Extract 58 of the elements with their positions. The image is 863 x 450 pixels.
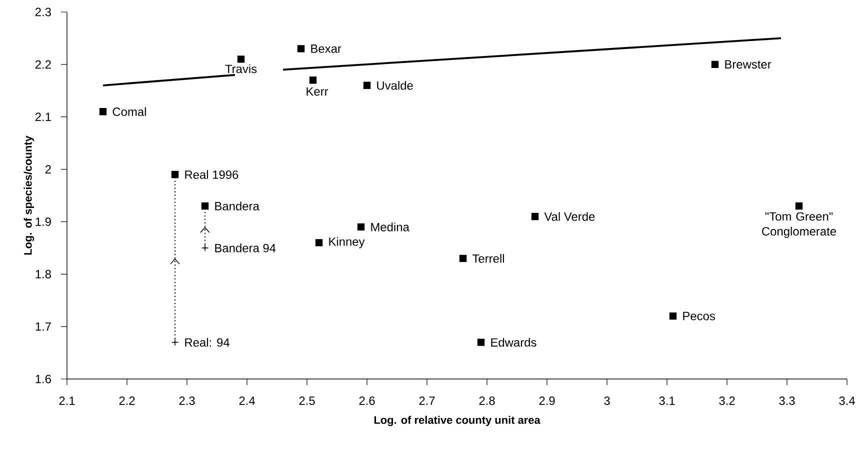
annotation: Terrell (472, 254, 504, 263)
point (309, 76, 317, 84)
x-tick-label: 3.4 (839, 396, 855, 405)
x-tick-label: 3 (604, 396, 610, 405)
annotation: Brewster (725, 60, 772, 69)
y-tick-label: 2 (45, 165, 51, 174)
annotation: Real: 94 (185, 338, 230, 347)
x-axis-title: Log. of relative county unit area (374, 416, 540, 426)
x-tick-label: 2.1 (59, 396, 75, 405)
y-tick-label: 1.6 (36, 374, 51, 384)
x-tick-label: 2.2 (119, 396, 135, 405)
annotation: Kerr (306, 87, 328, 96)
y-tick-label: 2.1 (35, 112, 51, 122)
y-tick-label: 2.2 (35, 60, 51, 69)
x-tick-label: 3.3 (779, 396, 795, 405)
point (315, 239, 323, 246)
x-tick-label: 2.8 (479, 396, 495, 405)
y-tick-label: 1.7 (36, 322, 51, 331)
point (795, 202, 803, 210)
y-tick-label: 2.3 (35, 8, 51, 16)
annotation: Val Verde (544, 212, 595, 221)
annotation: Comal (112, 107, 146, 116)
annotation: Uvalde (377, 81, 413, 90)
point (711, 60, 719, 68)
point (201, 202, 209, 210)
x-tick-label: 2.4 (239, 396, 255, 405)
annotation: Bandera (215, 202, 260, 210)
point (669, 312, 677, 320)
point (171, 170, 179, 178)
point (237, 56, 245, 63)
annotation: Bandera 94 (215, 244, 276, 252)
point (99, 108, 107, 116)
y-tick-label: 1.9 (36, 217, 51, 226)
point (531, 212, 539, 220)
point (357, 223, 365, 231)
annotation: "Tom Green" Conglomerate (762, 212, 836, 238)
x-tick-label: 2.6 (359, 396, 375, 405)
x-tick-label: 3.2 (719, 396, 735, 405)
annotation: Kinney (329, 237, 365, 248)
point (459, 254, 467, 262)
x-tick-label: 2.3 (179, 396, 195, 405)
annotation: Edwards (491, 338, 536, 347)
point (201, 244, 209, 252)
y-axis-title: Log. of species/county (24, 136, 34, 255)
annotation: Pecos (683, 312, 715, 320)
y-tick-label: 1.8 (36, 270, 51, 278)
annotation: Real 1996 (185, 170, 238, 179)
x-tick-label: 3.1 (659, 396, 675, 405)
point (171, 338, 179, 346)
annotation: Medina (371, 222, 410, 232)
point (477, 338, 485, 346)
x-tick-label: 2.5 (299, 396, 315, 405)
x-tick-label: 2.9 (539, 396, 555, 405)
point (297, 45, 305, 52)
annotation: Travis (225, 64, 257, 74)
point (363, 82, 371, 89)
x-tick-label: 2.7 (419, 396, 435, 405)
annotation: Bexar (311, 44, 342, 53)
